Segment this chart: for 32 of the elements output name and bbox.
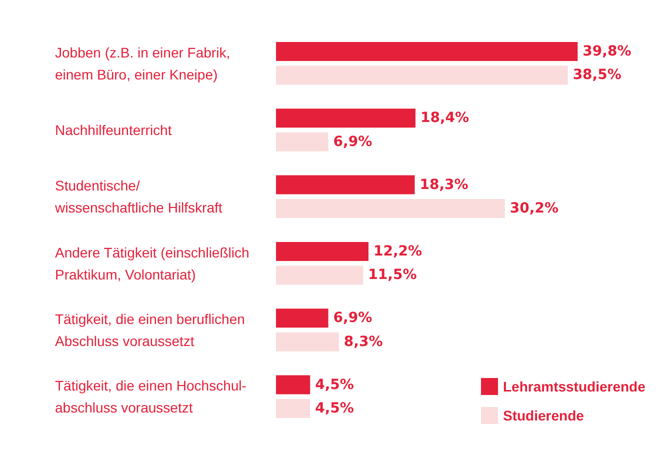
data-label: 6,9% — [333, 134, 372, 150]
bar — [276, 332, 339, 352]
bar — [276, 242, 368, 261]
data-label: 11,5% — [368, 267, 417, 284]
data-label: 30,2% — [510, 200, 558, 217]
data-label: 4,5% — [315, 376, 354, 393]
bar — [276, 399, 310, 418]
y-tick-label: Jobben (z.B. in einer Fabrik, einem Büro, einer Kneipe) — [55, 44, 230, 82]
legend-label: Studierende — [503, 408, 584, 424]
bar — [276, 175, 415, 194]
data-label: 39,8% — [582, 43, 632, 60]
data-label: 18,3% — [420, 176, 468, 193]
y-tick-label: Andere Tätigkeit (einschließlich Praktikum, Volontariat) — [55, 244, 250, 282]
data-label: 18,4% — [420, 110, 470, 126]
bar — [276, 42, 578, 61]
bar — [276, 66, 568, 85]
y-tick-label: Tätigkeit, die einen beruflichen Abschluss voraussetzt — [55, 311, 245, 349]
y-tick-label: Tätigkeit, die einen Hochschul- abschluss voraussetzt — [55, 378, 247, 416]
bar — [276, 308, 328, 328]
data-label: 6,9% — [333, 310, 372, 326]
bar — [276, 132, 328, 152]
y-tick-label: Studentische/ wissenschaftliche Hilfskraft — [54, 178, 222, 216]
data-label: 8,3% — [344, 334, 383, 350]
bar — [276, 199, 505, 218]
data-label: 4,5% — [315, 400, 354, 417]
bar — [276, 266, 364, 285]
data-label: 38,5% — [572, 67, 622, 84]
data-label: 12,2% — [373, 243, 422, 260]
bar — [276, 108, 416, 128]
bar — [276, 375, 310, 394]
legend-label: Lehramtsstudierende — [503, 378, 646, 394]
y-tick-label: Nachhilfeunterricht — [55, 122, 172, 138]
